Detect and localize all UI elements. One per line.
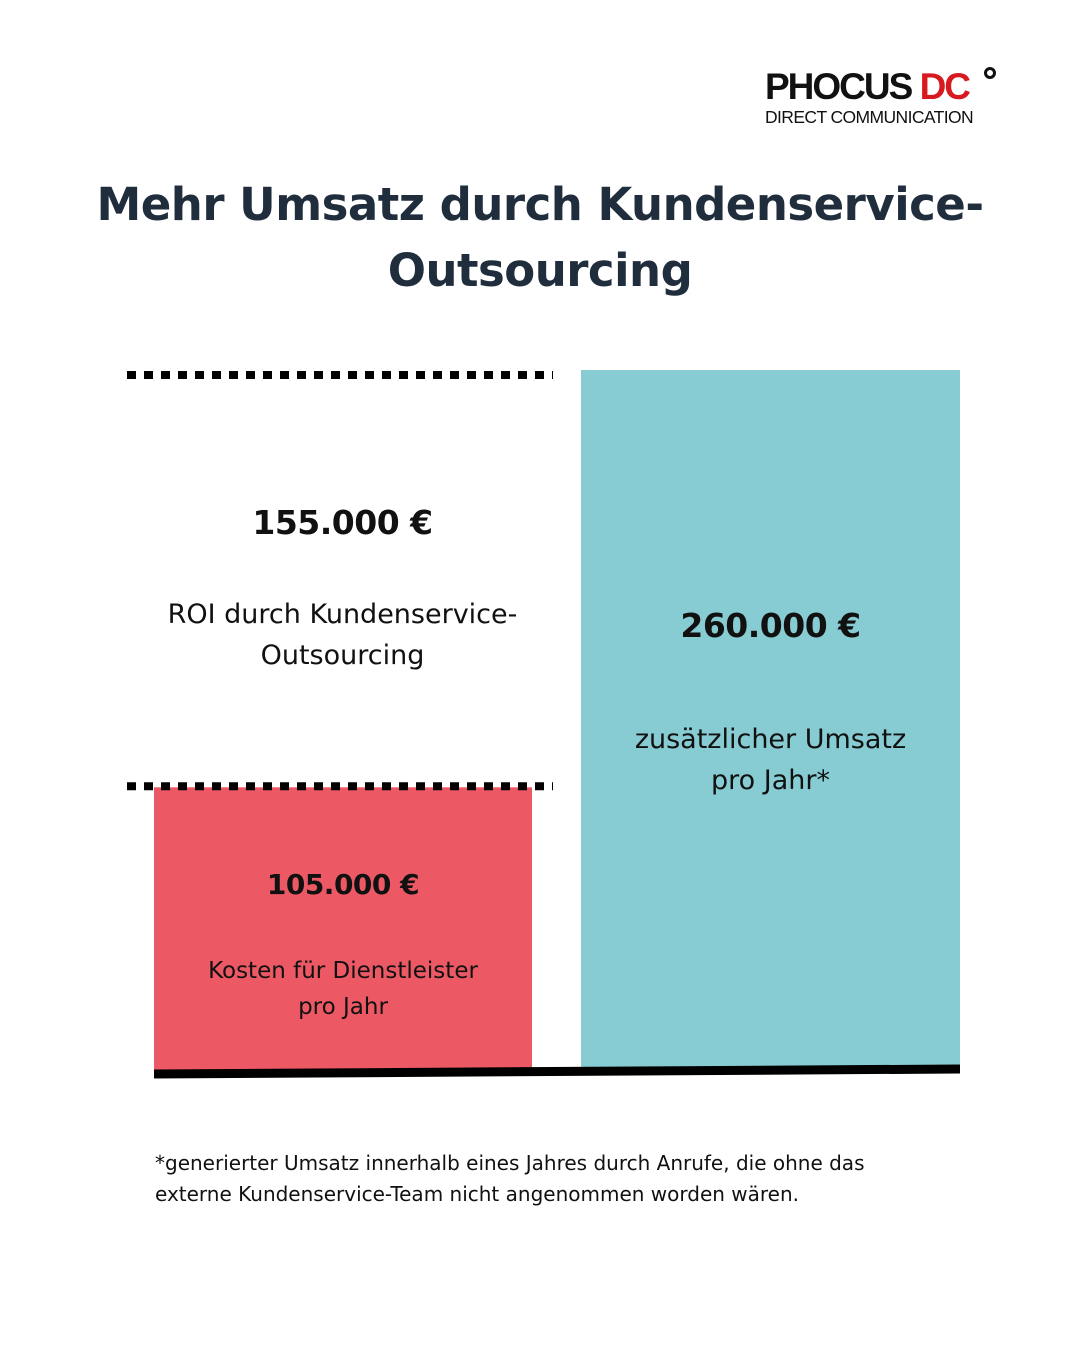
footnote: *generierter Umsatz innerhalb eines Jahr… (155, 1148, 985, 1210)
kosten-value-label: 105.000 € (266, 868, 420, 901)
umsatz-value-label: 260.000 € (680, 606, 861, 645)
kosten-description: Kosten für Dienstleister pro Jahr (154, 953, 532, 1025)
page-title: Mehr Umsatz durch Kundenservice-Outsourc… (96, 178, 984, 297)
brand-name: PHOCUS DC (765, 66, 971, 108)
footnote-line-2: externe Kundenservice-Team nicht angenom… (155, 1182, 800, 1206)
chart-baseline (153, 1064, 961, 1079)
footnote-line-1: *generierter Umsatz innerhalb eines Jahr… (155, 1151, 865, 1175)
brand-tagline: DIRECT COMMUNICATION (765, 107, 974, 127)
bar-umsatz (581, 370, 960, 1070)
brand-dot-icon (984, 67, 996, 79)
kosten-description-line-1: Kosten für Dienstleister (208, 958, 478, 984)
roi-description: ROI durch Kundenservice- Outsourcing (120, 594, 565, 676)
brand-name-accent: DC (919, 66, 971, 107)
umsatz-description-line-1: zusätzlicher Umsatz (634, 724, 907, 755)
umsatz-description-line-2: pro Jahr* (711, 765, 830, 796)
brand-name-main: PHOCUS (765, 66, 920, 107)
roi-value-label: 155.000 € (252, 503, 433, 542)
roi-description-line-1: ROI durch Kundenservice- (167, 599, 518, 630)
brand-logo: PHOCUS DC DIRECT COMMUNICATION (765, 64, 1005, 134)
kosten-description-line-2: pro Jahr (298, 994, 388, 1020)
bar-kosten (154, 787, 532, 1070)
umsatz-description: zusätzlicher Umsatz pro Jahr* (581, 719, 960, 801)
roi-description-line-2: Outsourcing (260, 640, 425, 671)
